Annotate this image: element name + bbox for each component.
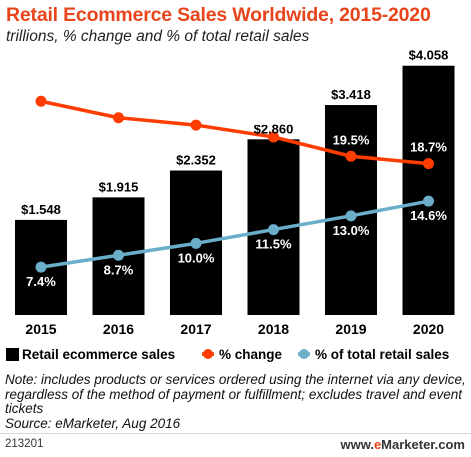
- brand-prefix: www.: [340, 437, 374, 452]
- pct-total-point: [35, 261, 47, 273]
- pct-total-point: [345, 210, 357, 222]
- chart-id: 213201: [5, 438, 44, 450]
- pct-total-label: 13.0%: [333, 223, 370, 238]
- lines-layer: [35, 95, 434, 273]
- brand-accent: e: [373, 437, 382, 452]
- pct-change-label: 22.9%: [178, 101, 215, 116]
- x-tick-label: 2016: [103, 321, 134, 337]
- bars-layer: [15, 65, 455, 315]
- pct-change-point: [423, 158, 434, 170]
- pct-total-line: [40, 199, 429, 269]
- bar-value-label: $2.860: [254, 121, 294, 136]
- bar-2019: [325, 105, 377, 315]
- chart-subtitle: trillions, % change and % of total retai…: [6, 28, 310, 45]
- labels-layer: $1.548 $1.915 $2.352 $2.860 $3.418 $4.058 25.5…: [21, 48, 448, 289]
- legend-marker-total: [299, 349, 309, 359]
- pct-total-label: 14.6%: [410, 208, 447, 223]
- x-tick-label: 2020: [413, 321, 444, 337]
- bar-2020: [402, 65, 455, 315]
- bar-value-label: $1.915: [99, 179, 139, 194]
- bar-value-label: $1.548: [21, 202, 61, 217]
- x-axis: 2015 2016 2017 2018 2019 2020: [25, 321, 444, 337]
- pct-change-point: [190, 119, 202, 131]
- footer-divider: [0, 433, 471, 434]
- legend-swatch-bars: [6, 348, 19, 361]
- chart-title: Retail Ecommerce Sales Worldwide, 2015-2…: [6, 4, 431, 26]
- x-tick-label: 2019: [335, 321, 366, 337]
- legend-marker-change: [203, 349, 213, 359]
- legend-label-change: % change: [219, 347, 283, 362]
- pct-change-label: 25.5%: [23, 77, 60, 92]
- brand-suffix: Marketer.com: [381, 437, 465, 452]
- pct-change-point: [113, 112, 124, 124]
- pct-total-label: 7.4%: [26, 274, 56, 289]
- note-text: Note: includes products or services orde…: [5, 372, 466, 416]
- pct-total-point: [190, 237, 202, 249]
- pct-total-point: [268, 224, 279, 236]
- legend: Retail ecommerce sales % change % of total…: [6, 347, 449, 362]
- chart-note: Note: includes products or services orde…: [5, 372, 467, 431]
- pct-change-point: [268, 131, 279, 143]
- pct-change-point: [35, 95, 47, 107]
- legend-label-bars: Retail ecommerce sales: [22, 347, 175, 362]
- bar-value-label: $3.418: [331, 87, 371, 102]
- pct-change-label: 23.7%: [100, 94, 137, 109]
- x-tick-label: 2017: [180, 321, 211, 337]
- x-tick-label: 2018: [258, 321, 289, 337]
- pct-total-label: 8.7%: [104, 262, 134, 277]
- legend-label-total: % of total retail sales: [315, 347, 449, 362]
- source-text: Source: eMarketer, Aug 2016: [5, 415, 181, 431]
- pct-total-label: 10.0%: [178, 250, 215, 265]
- bar-value-label: $4.058: [409, 48, 449, 63]
- pct-total-point: [423, 195, 434, 207]
- pct-change-line: [40, 99, 429, 166]
- pct-total-point: [113, 249, 124, 261]
- brand-logo: www.eMarketer.com: [340, 437, 465, 452]
- pct-change-label: 21.6%: [255, 113, 292, 128]
- pct-change-label: 18.7%: [410, 140, 447, 155]
- pct-total-label: 11.5%: [255, 237, 292, 252]
- pct-change-point: [345, 150, 357, 162]
- x-tick-label: 2015: [25, 321, 56, 337]
- pct-change-label: 19.5%: [333, 132, 370, 147]
- combo-chart: $1.548 $1.915 $2.352 $2.860 $3.418 $4.058 25.5…: [6, 48, 455, 362]
- bar-value-label: $2.352: [176, 153, 216, 168]
